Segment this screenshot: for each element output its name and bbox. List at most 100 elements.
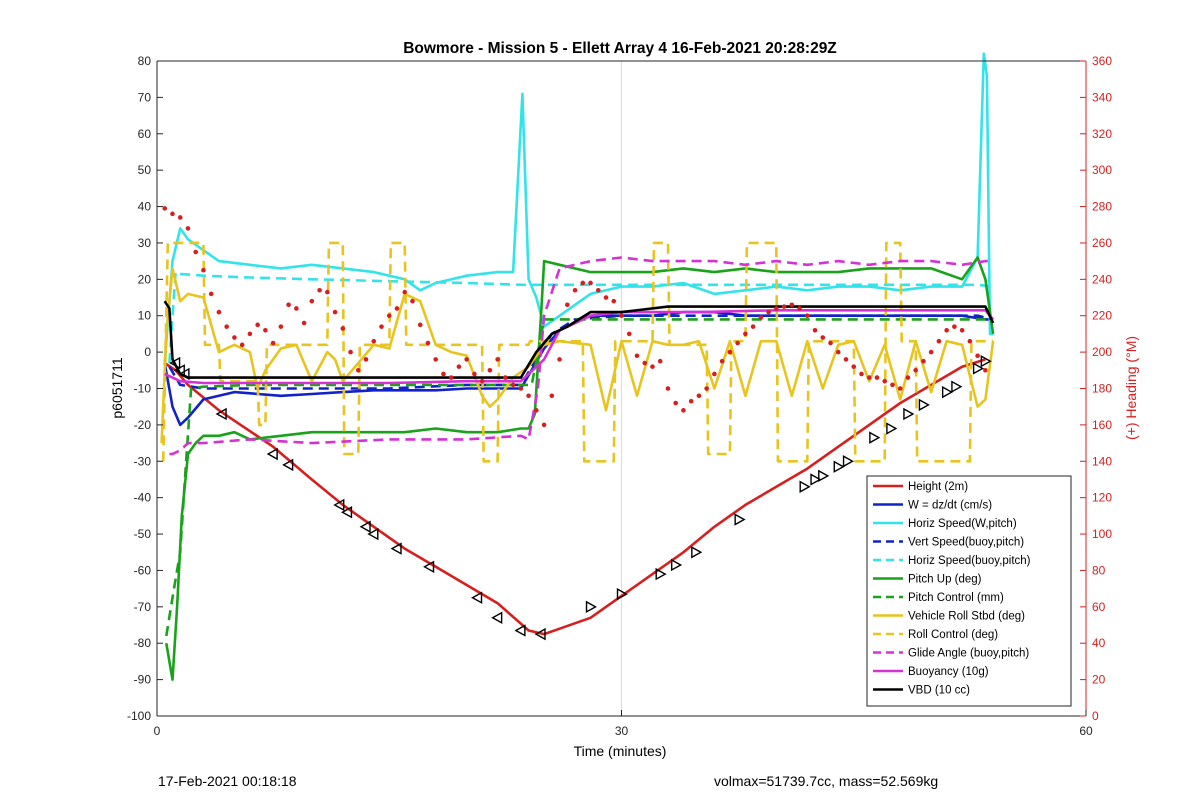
heading-point <box>727 349 733 355</box>
heading-point <box>526 393 531 399</box>
y-tick-label-right: 80 <box>1092 563 1106 577</box>
heading-point <box>162 206 168 211</box>
legend-entry-label: VBD (10 cc) <box>908 685 970 697</box>
heading-point <box>611 298 617 304</box>
x-tick-label: 60 <box>1079 724 1093 738</box>
heading-point <box>417 322 423 328</box>
vertex-marker <box>918 398 930 412</box>
vertex-marker <box>390 542 402 555</box>
legend-box <box>866 475 1072 707</box>
heading-point <box>456 364 462 369</box>
y-tick-label-left: -30 <box>134 454 152 468</box>
vertex-marker <box>972 362 985 375</box>
y-tick-label-right: 40 <box>1092 636 1106 650</box>
heading-point <box>270 340 276 346</box>
heading-point <box>371 338 377 344</box>
vertex-marker <box>178 367 190 381</box>
heading-point <box>286 302 291 308</box>
heading-point <box>812 327 818 333</box>
heading-point <box>657 358 663 364</box>
vertex-marker <box>941 385 954 399</box>
heading-point <box>208 291 214 297</box>
heading-point <box>464 357 469 362</box>
heading-point <box>433 357 439 362</box>
y-tick-label-right: 60 <box>1092 600 1106 614</box>
heading-point <box>866 375 872 380</box>
heading-point <box>278 324 284 329</box>
heading-point <box>495 357 500 362</box>
y-tick-label-right: 220 <box>1092 309 1112 323</box>
y-tick-label-right: 300 <box>1092 163 1112 177</box>
y-tick-label-right: 160 <box>1092 418 1112 432</box>
vertex-marker <box>514 624 526 637</box>
legend-entry-label: Horiz Speed(buoy,pitch) <box>908 555 1031 567</box>
heading-point <box>750 324 756 329</box>
y-tick-label-left: 20 <box>138 272 152 286</box>
heading-point <box>216 309 222 315</box>
heading-point <box>185 226 191 231</box>
heading-point <box>897 386 903 391</box>
heading-point <box>503 375 508 380</box>
series-line <box>160 267 995 444</box>
heading-point <box>332 309 338 315</box>
vertex-marker <box>215 407 227 421</box>
heading-point <box>340 326 346 331</box>
heading-point <box>712 371 717 377</box>
heading-point <box>936 338 942 344</box>
y-tick-label-left: -80 <box>134 636 152 650</box>
heading-point <box>650 364 655 369</box>
heading-point <box>983 368 988 373</box>
heading-point <box>363 357 369 362</box>
vertex-marker <box>282 458 294 472</box>
heading-point <box>394 306 400 311</box>
y-tick-label-left: -70 <box>134 600 152 614</box>
heading-point <box>317 287 322 293</box>
heading-point <box>781 304 787 309</box>
y-tick-label-right: 140 <box>1092 454 1112 468</box>
heading-point <box>797 306 802 311</box>
vertex-marker <box>471 591 483 604</box>
legend-entry-label: Pitch Control (mm) <box>908 592 1004 604</box>
heading-point <box>921 358 926 364</box>
vertex-marker <box>169 356 181 370</box>
heading-point <box>959 327 965 333</box>
chart-title: Bowmore - Mission 5 - Ellett Array 4 16-… <box>403 40 837 57</box>
vertex-marker <box>534 627 546 641</box>
series-line <box>168 270 994 364</box>
y-tick-label-left: -50 <box>134 527 152 541</box>
heading-point <box>626 331 632 337</box>
heading-point <box>170 211 175 217</box>
vertex-marker <box>173 364 185 377</box>
heading-point <box>735 340 740 346</box>
heading-point <box>719 358 725 364</box>
legend-entry-label: Height (2m) <box>908 481 968 493</box>
heading-point <box>572 287 578 293</box>
heading-point <box>843 357 849 362</box>
heading-point <box>472 371 477 377</box>
y-tick-label-left: -90 <box>134 673 152 687</box>
vertex-marker <box>266 447 278 461</box>
vertex-marker <box>655 567 667 581</box>
heading-point <box>665 386 671 391</box>
heading-point <box>232 335 237 340</box>
vertex-marker <box>734 513 746 526</box>
vertex-marker <box>691 546 703 559</box>
y-tick-label-left: 80 <box>138 54 152 68</box>
heading-point <box>410 298 415 304</box>
heading-point <box>681 408 686 413</box>
heading-point <box>704 386 709 391</box>
y-tick-label-right: 320 <box>1092 127 1112 141</box>
vertex-marker <box>341 506 353 519</box>
heading-point <box>874 375 880 380</box>
vertex-marker <box>842 455 854 468</box>
heading-point <box>882 378 888 384</box>
heading-point <box>301 320 307 326</box>
heading-point <box>766 309 771 315</box>
heading-point <box>580 280 586 286</box>
y-tick-label-right: 180 <box>1092 382 1112 396</box>
heading-point <box>402 289 408 295</box>
heading-point <box>975 353 980 359</box>
heading-point <box>534 408 539 413</box>
footer-timestamp: 17-Feb-2021 00:18:18 <box>158 773 297 789</box>
vertex-marker <box>491 611 503 624</box>
